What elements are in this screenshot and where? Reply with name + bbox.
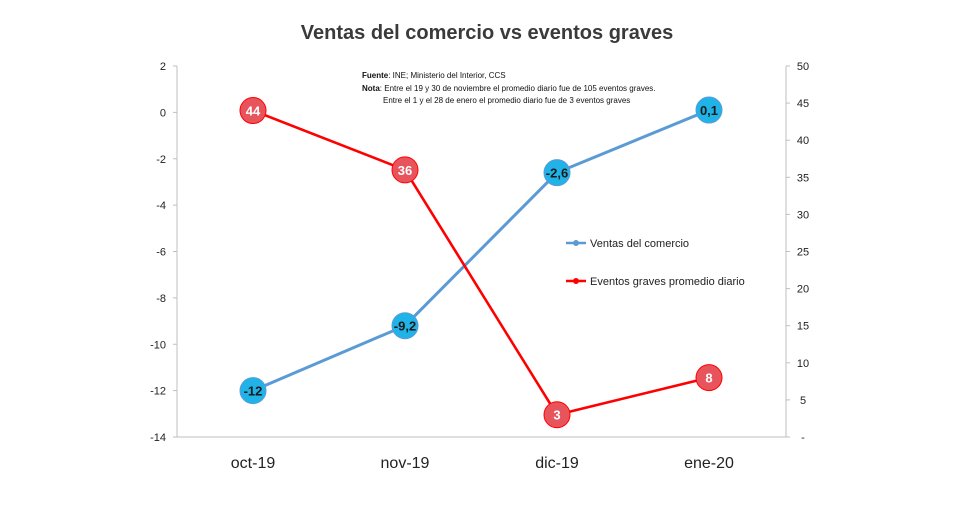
data-point	[391, 156, 419, 184]
left-tick-label: -2	[156, 154, 166, 166]
source-label: Fuente	[362, 71, 389, 80]
data-label: 3	[553, 408, 560, 423]
data-label: 0,1	[700, 103, 718, 118]
data-point	[239, 377, 267, 405]
left-tick-label: -8	[156, 293, 166, 305]
left-tick-label: 0	[160, 107, 166, 119]
right-tick-label: 25	[797, 247, 809, 259]
data-label: -2,6	[546, 166, 568, 181]
left-tick-label: -10	[150, 339, 166, 351]
right-tick-label: 40	[797, 135, 809, 147]
data-point	[239, 97, 267, 125]
legend-swatch-marker	[573, 240, 579, 246]
left-tick-label: -6	[156, 247, 166, 259]
data-label: 44	[246, 104, 261, 119]
left-tick-label: 2	[160, 61, 166, 73]
data-point	[543, 159, 571, 187]
note-line-1: Nota: Entre el 19 y 30 de noviembre el p…	[362, 84, 656, 93]
data-label: -9,2	[394, 319, 416, 334]
x-tick-label: nov-19	[381, 455, 430, 472]
right-tick-label: 20	[797, 284, 809, 296]
data-label: 8	[705, 371, 712, 386]
legend-swatch-marker	[573, 278, 579, 284]
markers: -12 -9,2 -2,6 0,1 44 36 3 8	[239, 96, 723, 429]
series-lines	[252, 108, 710, 417]
left-tick-label: -14	[150, 432, 166, 444]
right-tick-label: 50	[797, 61, 809, 73]
legend: Ventas del comercio Eventos graves promed…	[566, 238, 745, 288]
axes: 20-2-4-6-8-10-12-145045403530252015105-o…	[150, 61, 809, 472]
right-tick-label: 5	[800, 395, 806, 407]
right-tick-label: 30	[797, 209, 809, 221]
right-tick-label: 35	[797, 172, 809, 184]
legend-label: Eventos graves promedio diario	[590, 276, 745, 288]
data-point	[695, 364, 723, 392]
data-point	[695, 96, 723, 124]
data-label: -12	[244, 384, 263, 399]
right-tick-label: -	[801, 432, 805, 444]
notes: Fuente: INE; Ministerio del Interior, CC…	[362, 71, 656, 105]
data-point	[391, 312, 419, 340]
left-tick-label: -12	[150, 386, 166, 398]
source-note: Fuente: INE; Ministerio del Interior, CC…	[362, 71, 506, 80]
note-label: Nota	[362, 84, 380, 93]
right-tick-label: 45	[797, 98, 809, 110]
data-label: 36	[398, 163, 412, 178]
legend-label: Ventas del comercio	[590, 238, 689, 250]
note-line-2: Entre el 1 y el 28 de enero el promedio …	[383, 96, 630, 105]
chart-title: Ventas del comercio vs eventos graves	[301, 22, 673, 44]
note-text-1: : Entre el 19 y 30 de noviembre el prome…	[380, 84, 656, 93]
right-tick-label: 10	[797, 358, 809, 370]
left-tick-label: -4	[156, 200, 166, 212]
series-line-ventas	[252, 108, 710, 393]
x-tick-label: dic-19	[535, 455, 579, 472]
x-tick-label: oct-19	[231, 455, 276, 472]
source-text: : INE; Ministerio del Interior, CCS	[388, 71, 505, 80]
right-tick-label: 15	[797, 321, 809, 333]
data-point	[543, 401, 571, 429]
x-tick-label: ene-20	[684, 455, 734, 472]
series-line-eventos	[252, 109, 710, 417]
